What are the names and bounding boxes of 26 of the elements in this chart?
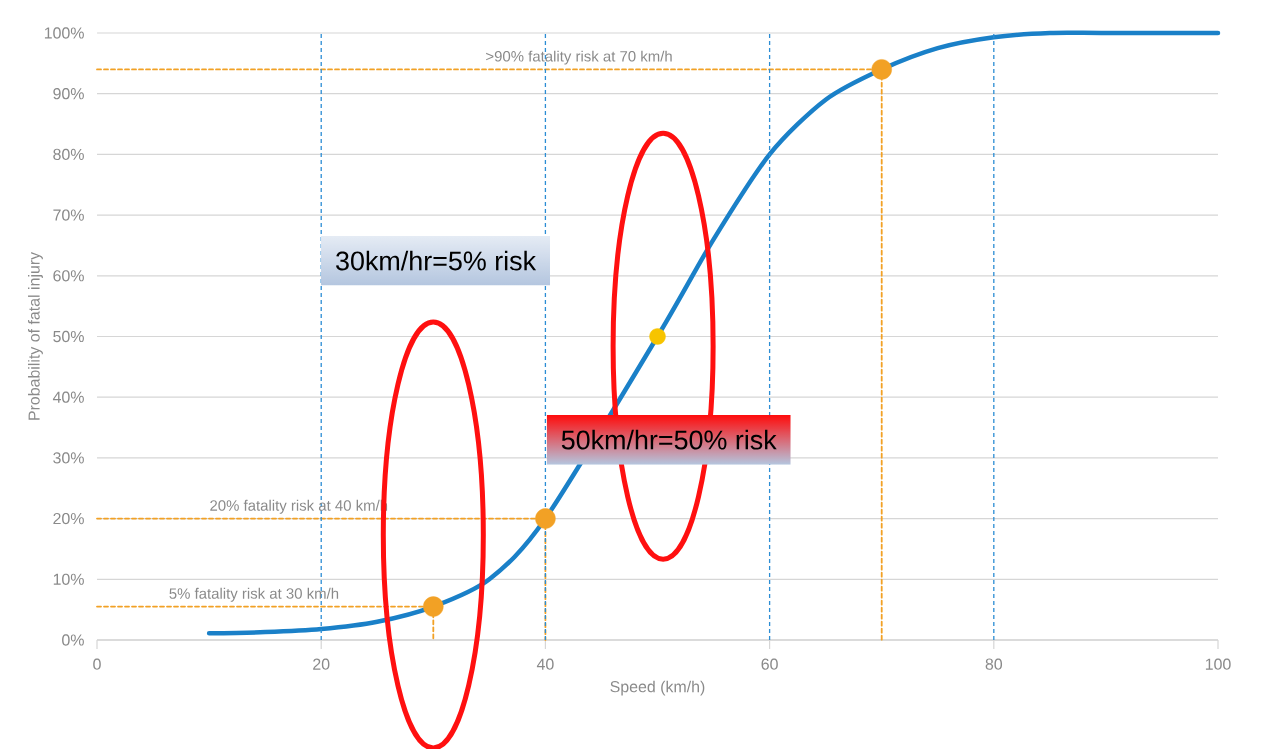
x-tick-label: 0 bbox=[93, 658, 101, 670]
y-tick-label: 50% bbox=[53, 330, 84, 343]
point bbox=[871, 59, 892, 80]
y-tick-label: 100% bbox=[44, 27, 84, 39]
x-tick-label: 80 bbox=[985, 658, 1003, 670]
x-axis-title: Speed (km/h) bbox=[610, 680, 705, 696]
y-tick-label: 80% bbox=[53, 148, 84, 161]
x-tick-label: 60 bbox=[761, 658, 778, 670]
annotation: >90% fatality risk at 70 km/h bbox=[486, 50, 672, 65]
y-tick-label: 60% bbox=[53, 270, 84, 282]
annotation: 5% fatality risk at 30 km/h bbox=[169, 587, 339, 602]
y-axis-title: Probability of fatal injury bbox=[28, 251, 43, 420]
x-tick-label: 100 bbox=[1205, 658, 1231, 670]
x-tick-label: 40 bbox=[536, 658, 554, 670]
y-tick-label: 70% bbox=[53, 209, 84, 221]
annotation: 50km/hr=50% risk bbox=[561, 429, 777, 450]
point bbox=[423, 596, 444, 617]
annotation: 30km/hr=5% risk bbox=[336, 250, 537, 271]
y-tick-label: 0% bbox=[62, 634, 84, 646]
y-tick-label: 40% bbox=[52, 391, 84, 403]
y-tick-label: 10% bbox=[53, 573, 84, 585]
y-tick-label: 20% bbox=[53, 512, 84, 525]
x-tick-label: 20 bbox=[313, 658, 330, 670]
y-tick-label: 90% bbox=[53, 88, 84, 100]
y-tick-label: 30% bbox=[53, 452, 84, 464]
point bbox=[535, 508, 556, 529]
